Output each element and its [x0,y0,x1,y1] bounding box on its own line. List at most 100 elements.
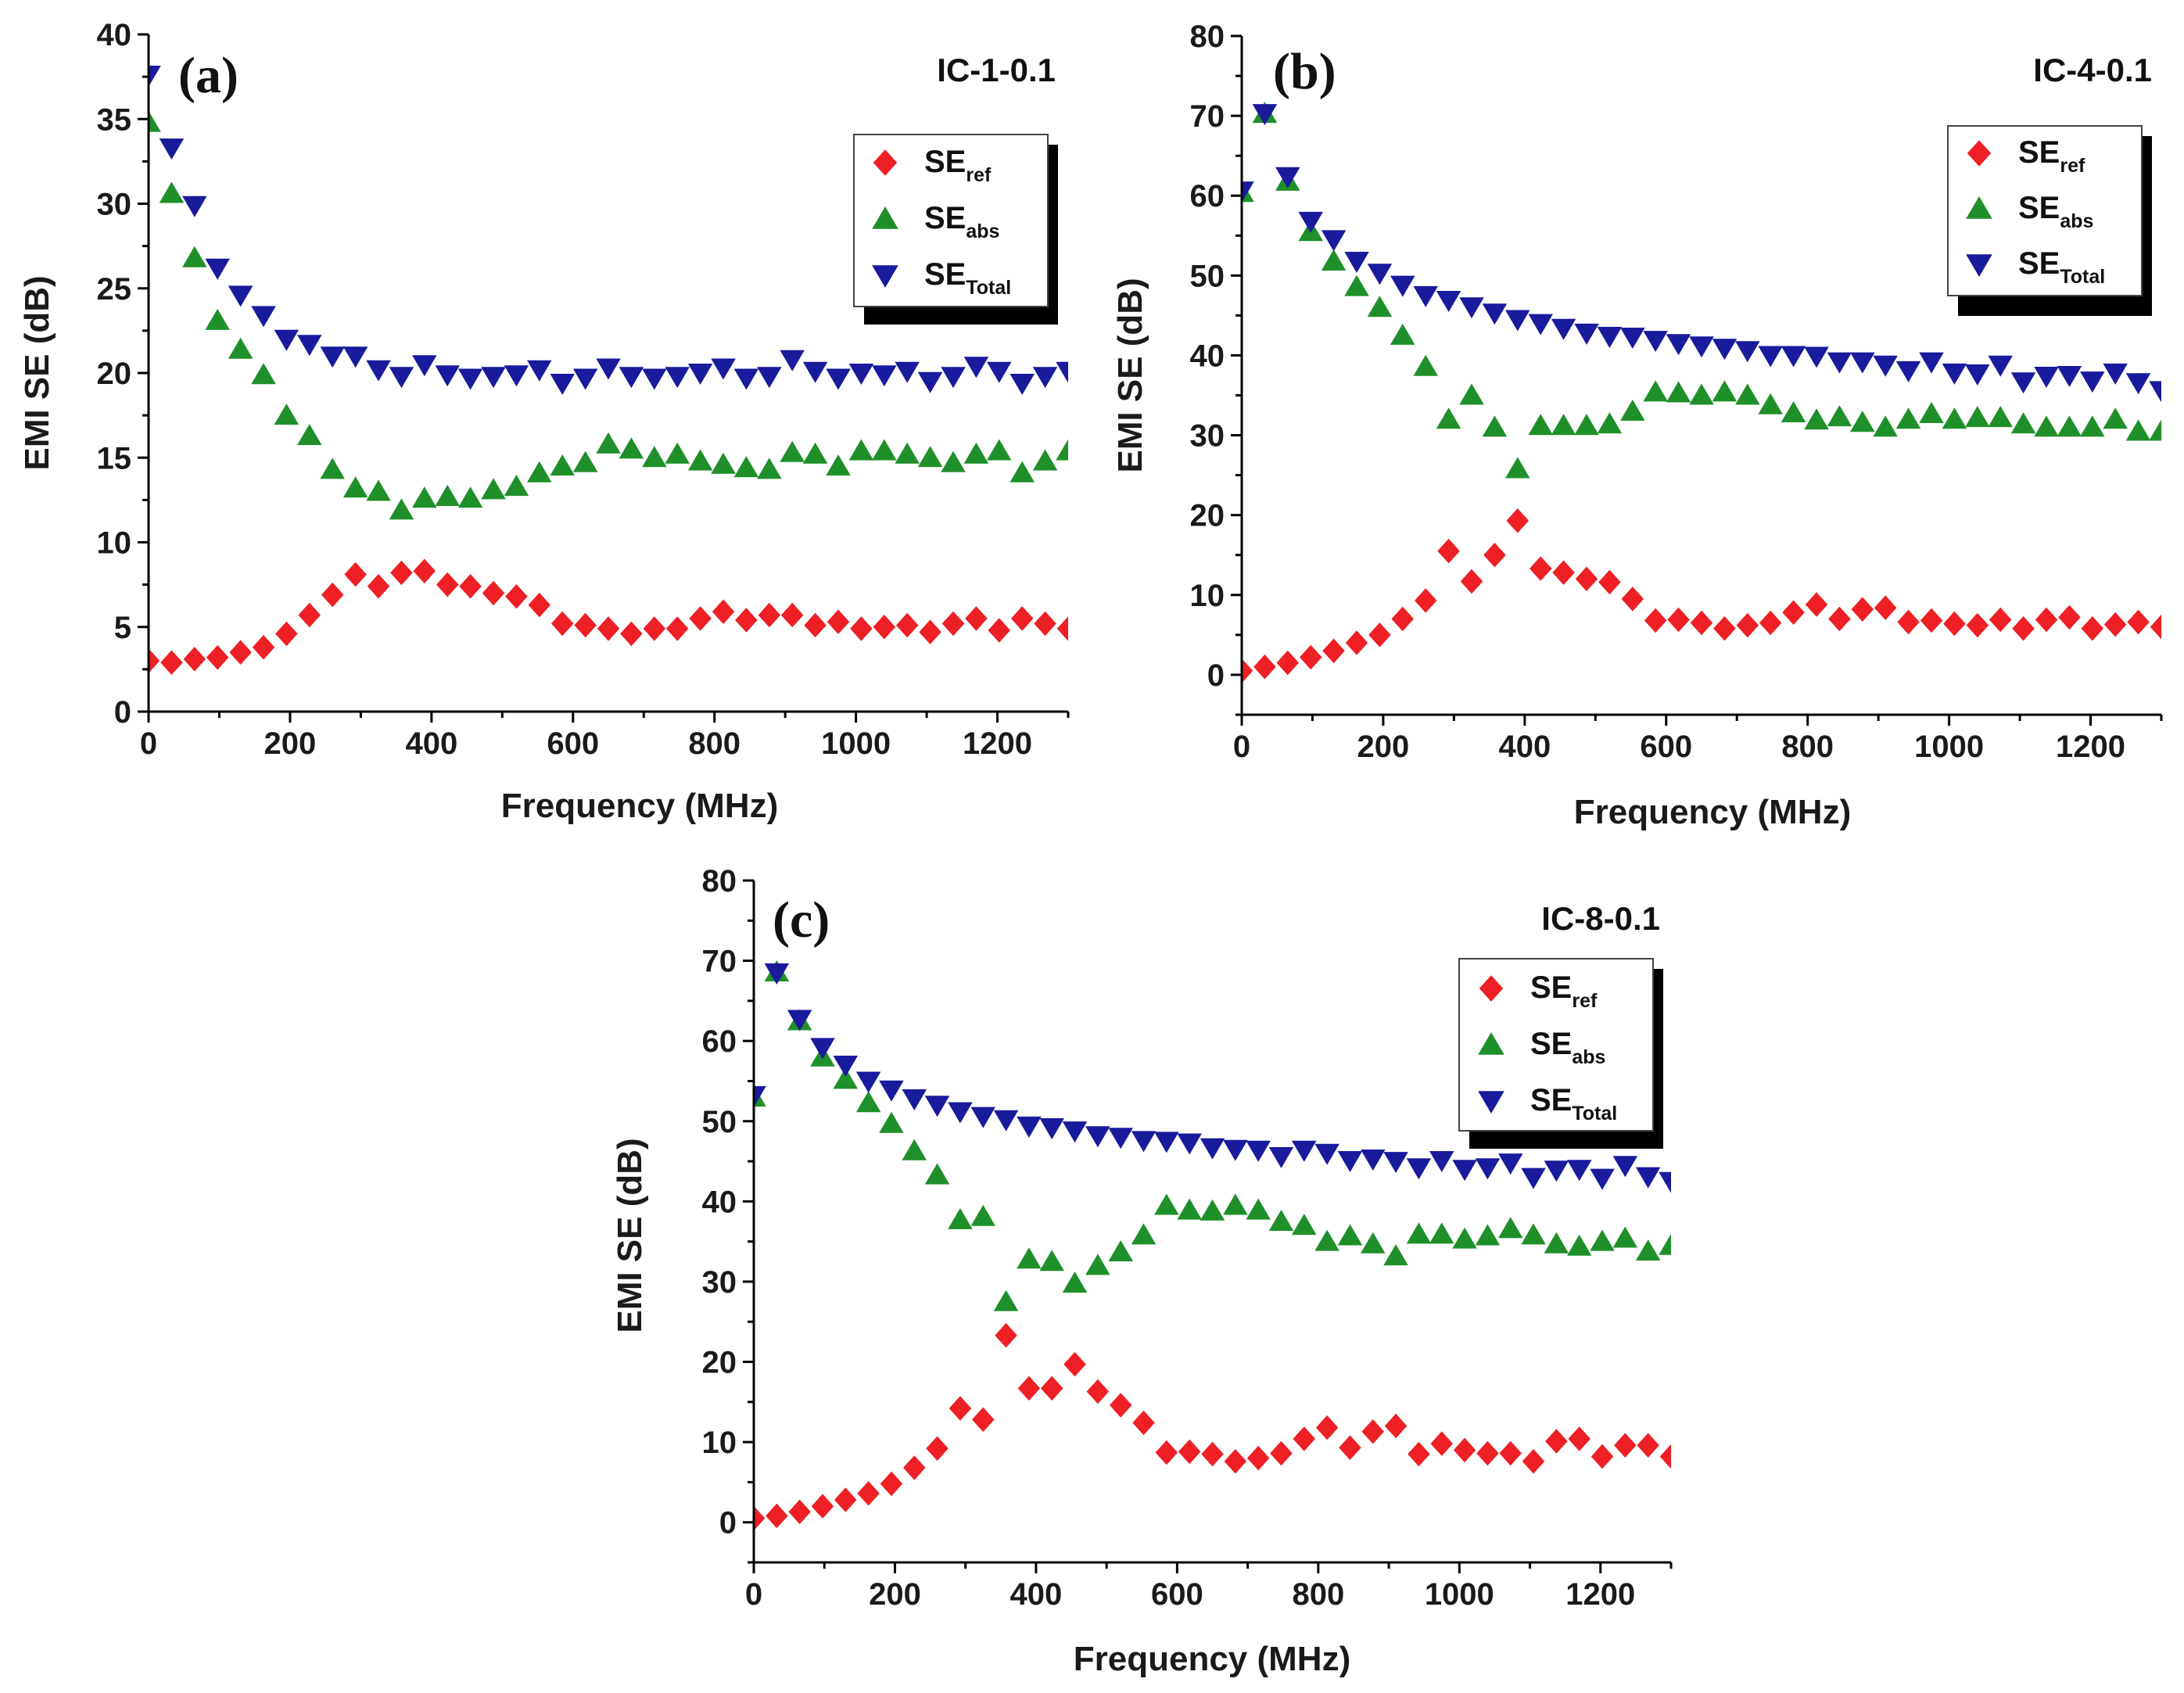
data-point [1276,650,1299,676]
data-point [873,615,896,640]
data-point [504,365,529,387]
data-point [687,449,713,471]
y-tick-label: 40 [97,18,132,52]
data-point [413,558,436,584]
data-point [1242,658,1253,683]
x-tick-label: 0 [745,1577,762,1612]
legend-label: SEref [1530,970,1598,1012]
y-tick-label: 15 [97,441,132,475]
x-tick-label: 0 [1233,730,1250,764]
data-point [2010,372,2036,394]
data-point [1850,411,1875,432]
series-SE_ref [149,558,1068,675]
data-point [1598,569,1621,595]
data-point [1453,1437,1476,1463]
data-point [1384,1413,1408,1439]
data-point [757,367,782,389]
data-point [1010,461,1035,482]
legend-label: SEref [924,145,992,186]
data-point [880,1471,903,1497]
legend-label-main: SE [1530,1027,1572,1061]
y-tick-label: 30 [97,188,132,222]
data-point [1482,415,1508,437]
data-point [1544,1232,1569,1254]
data-point [1413,354,1438,376]
data-point [251,306,276,328]
data-point [1108,1240,1133,1261]
data-point [826,368,851,390]
data-point [1567,1160,1592,1182]
data-point [1505,310,1530,332]
data-point [642,368,667,390]
data-point [1897,609,1920,635]
data-point [1712,339,1738,360]
data-point [1032,449,1058,471]
data-point [435,365,460,387]
y-axis-title: EMI SE (dB) [611,1138,649,1333]
data-point [228,285,253,307]
data-point [1874,595,1897,620]
data-point [2035,607,2058,633]
data-point [2149,419,2161,441]
data-point [965,606,988,631]
data-point [619,367,644,389]
data-point [780,350,805,371]
data-point [1498,1153,1523,1175]
data-point [1895,407,1921,429]
data-point [850,616,873,641]
data-point [1459,297,1484,319]
data-point [1804,346,1829,368]
legend-entry-SE_ref: SEref [873,145,992,186]
x-axis-title: Frequency (MHz) [1574,793,1851,831]
data-point [1989,607,2012,633]
data-point [2012,616,2035,641]
data-point [764,963,790,985]
data-point [987,361,1012,383]
x-tick-label: 800 [688,726,741,761]
data-point [941,367,966,389]
data-point [1242,181,1254,203]
data-point [1131,1223,1157,1245]
data-point [321,582,344,608]
data-point [1758,393,1783,414]
legend-marker [872,206,898,229]
data-point [1292,1140,1317,1162]
data-point [320,346,345,368]
legend-marker [1966,254,1992,277]
data-point [205,258,230,280]
data-point [827,609,850,634]
legend-label-subscript: Total [2060,266,2105,288]
data-point [482,580,505,606]
data-point [1689,383,1714,405]
legend-label: SETotal [924,257,1011,299]
data-point [412,355,437,377]
data-point [1391,606,1414,632]
panel-letter: (c) [773,891,830,949]
data-point [766,1503,788,1529]
data-point [2081,616,2104,641]
data-point [948,1207,973,1229]
data-point [780,440,805,462]
data-point [342,476,368,498]
legend-label-subscript: ref [1572,990,1598,1012]
data-point [941,450,966,472]
y-tick-label: 50 [702,1105,737,1139]
data-point [527,461,552,482]
data-point [1246,1198,1271,1220]
legend-marker [1478,1032,1504,1055]
data-point [1413,285,1438,307]
legend-label-main: SE [924,257,966,292]
data-point [344,561,367,587]
data-point [1390,323,1415,345]
data-point [810,1038,835,1060]
data-point [160,650,183,675]
legend-marker [873,149,898,176]
series-SE_Total [1242,104,2161,403]
data-point [1178,1439,1201,1465]
data-point [1521,1223,1546,1245]
data-point [2010,412,2036,434]
data-point [1246,1140,1271,1162]
legend-label-main: SE [924,145,966,179]
data-point [857,1481,880,1506]
